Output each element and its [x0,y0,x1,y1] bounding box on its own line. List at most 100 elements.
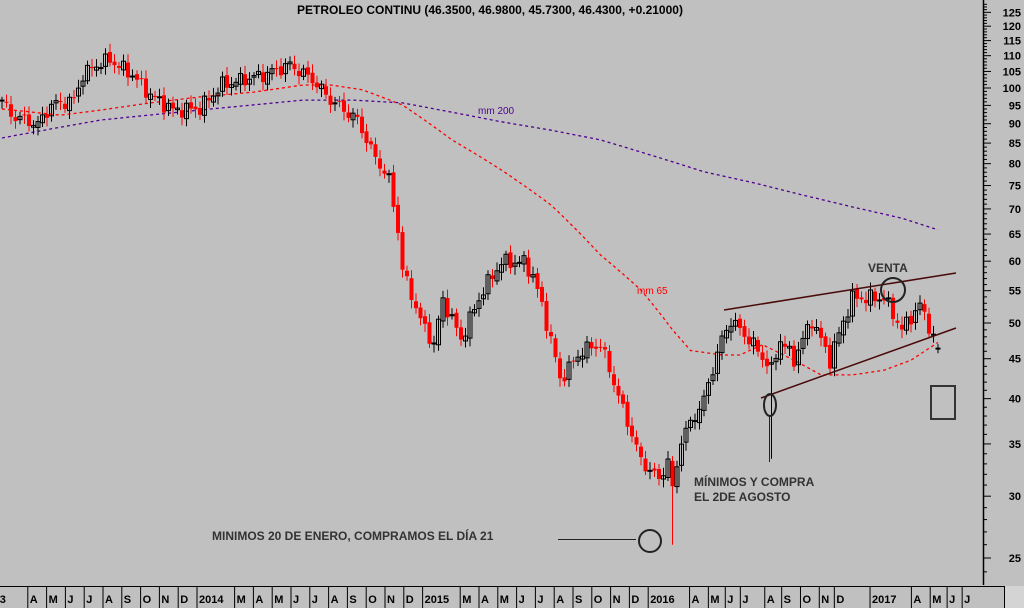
candle-body [90,66,94,69]
august-label-line2: EL 2DE AGOSTO [694,490,790,504]
x-tick-label: 2015 [425,594,449,606]
x-tick-label: 3 [0,594,6,606]
candle-body [630,425,634,437]
candle-body [922,304,927,312]
candle [90,58,94,77]
candle-body [58,101,63,103]
candle [891,293,895,327]
candle [810,319,814,337]
candle-body [598,346,603,348]
candle [674,460,680,494]
y-tick-label: 30 [1009,491,1021,503]
candle-body [324,86,328,95]
candle-body [220,76,225,92]
candle [67,93,72,120]
candle [157,88,162,105]
candle-body [117,65,121,68]
candle-body [692,420,698,423]
candle-body [467,311,473,339]
candle [792,340,796,371]
candle [805,320,810,346]
x-tick-label: M [710,594,719,606]
annotations: VENTA MÍNIMOS Y COMPRA EL 2DE AGOSTO MIN… [212,106,957,553]
candle [873,287,877,308]
candle [45,106,49,127]
candle [742,319,747,345]
candle-body [121,60,126,71]
candle [845,309,851,329]
candle-body [864,299,868,304]
candle-body [175,107,180,111]
candle-body [153,95,157,97]
y-tick-label: 35 [1009,439,1021,451]
candle [40,106,45,128]
x-tick-label: M [49,594,58,606]
x-tick-label: D [631,594,639,606]
y-tick-label: 110 [1003,51,1021,63]
candle-body [382,170,387,174]
candle-body [508,252,513,269]
candle [877,293,882,310]
candle [864,291,868,312]
candle [274,60,279,77]
candle [386,169,392,183]
candle-body [886,297,891,300]
candle-body [549,331,553,337]
candle [917,295,923,316]
candle-body [225,75,229,88]
candle-body [4,101,9,103]
candle [306,60,310,83]
candle-body [454,312,459,328]
x-tick-label: 2014 [199,594,224,606]
x-tick-label: O [368,594,377,606]
candle-body [332,102,338,105]
candle-body [769,362,774,365]
candle [724,325,729,344]
candle [292,55,297,76]
candle-body [49,103,54,117]
candle-body [144,78,148,98]
candle [256,64,261,79]
candle-body [594,346,598,349]
candle [886,291,891,307]
candle [9,95,13,125]
candle [935,344,941,354]
candle [647,462,653,480]
candle-body [562,377,567,382]
candle [211,87,216,107]
candle-body [445,297,450,318]
candle [297,63,301,85]
candle [760,345,765,368]
candle [571,356,576,369]
x-tick-label: M [500,594,509,606]
candle [476,292,482,317]
y-tick-label: 100 [1003,83,1021,95]
january-low-circle [638,529,662,553]
candle [103,48,108,75]
candle [171,96,175,118]
candle [207,90,211,109]
candle [315,75,319,94]
candle [521,251,527,272]
candle-body [373,144,378,157]
candle [332,96,338,111]
candle [238,67,243,93]
candle [756,336,760,357]
candle [220,71,225,97]
candle [485,270,491,300]
candle [679,435,684,472]
candle-body [207,97,211,101]
candle-body [459,327,463,340]
candle-body [472,308,477,314]
candle [454,308,459,337]
candle-body [9,104,13,117]
candle-body [823,336,828,347]
y-tick-label: 80 [1009,159,1021,171]
x-tick-label: M [462,594,471,606]
candle-body [490,275,495,279]
candle [553,334,558,363]
y-tick-label: 85 [1009,138,1021,150]
y-tick-label: 75 [1009,181,1021,193]
x-tick-label: D [180,594,188,606]
